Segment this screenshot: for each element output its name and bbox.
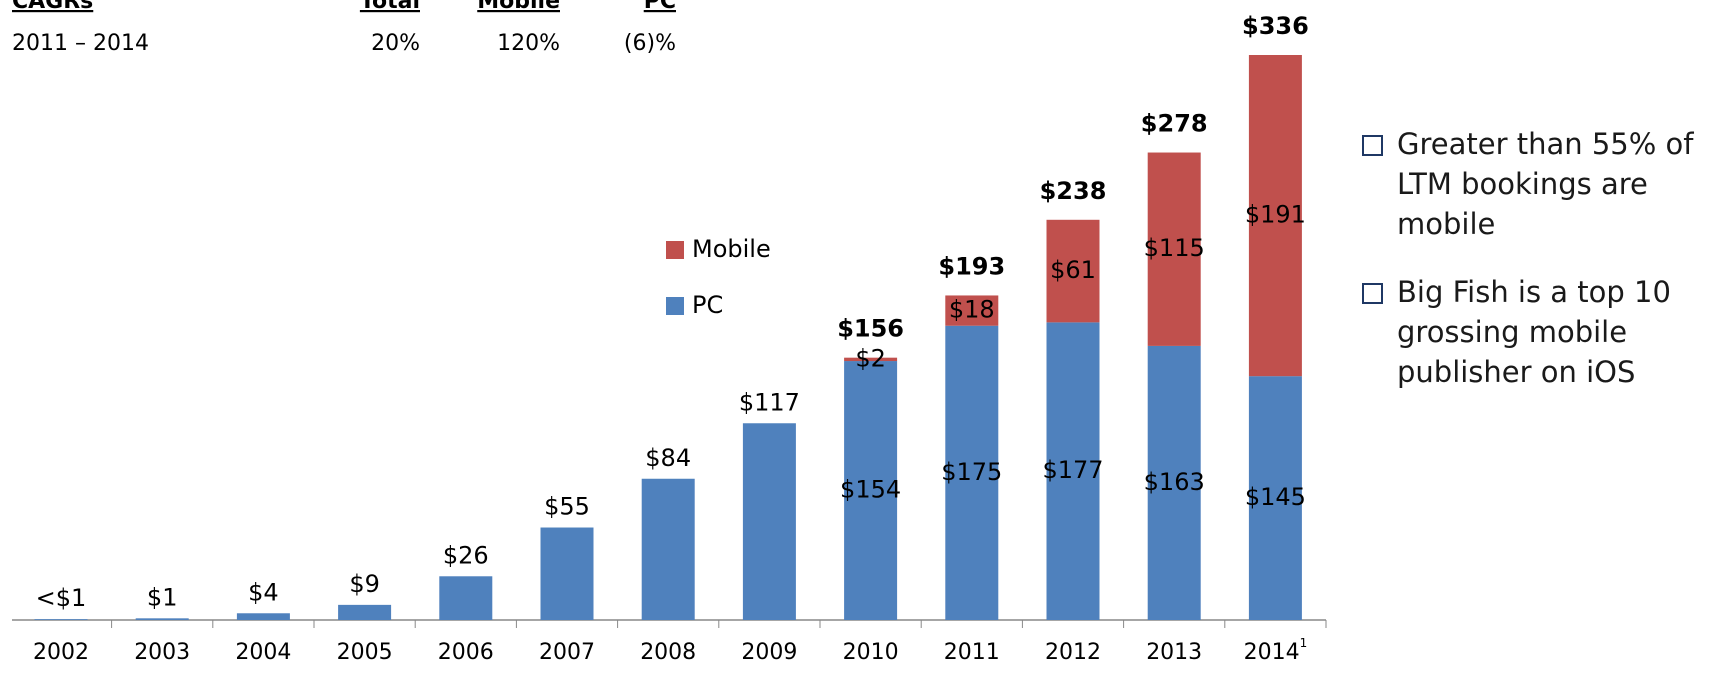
data-label: $2 (855, 344, 886, 372)
x-tick-label: 2013 (1146, 640, 1202, 665)
table-header: PC (644, 0, 676, 14)
data-label: $175 (941, 458, 1002, 486)
table-cell: 120% (497, 31, 560, 56)
total-label: $156 (837, 315, 904, 343)
data-label: $163 (1144, 468, 1205, 496)
bar-segment (439, 576, 493, 620)
x-tick-label: 2004 (235, 640, 291, 665)
bar-segment (540, 527, 594, 620)
bar-segment (34, 619, 88, 620)
legend-swatch (666, 241, 684, 259)
bar-segment (844, 361, 898, 620)
table-cell: 20% (371, 31, 420, 56)
bullet-text: publisher on iOS (1397, 355, 1635, 389)
bar-segment (1248, 55, 1302, 377)
total-label: $336 (1242, 12, 1309, 40)
bullet-box (1362, 135, 1383, 156)
bullet-text: Greater than 55% of (1397, 127, 1694, 161)
x-tick-label: 2007 (539, 640, 595, 665)
data-label: $1 (147, 583, 178, 611)
bullet-text: LTM bookings are (1397, 167, 1648, 201)
x-tick-label: 2002 (33, 640, 89, 665)
data-label: $154 (840, 476, 901, 504)
data-label: $115 (1144, 234, 1205, 262)
bar-segment (844, 357, 898, 362)
legend-label: Mobile (692, 235, 771, 263)
x-tick-label: 2012 (1045, 640, 1101, 665)
bar-segment (742, 423, 796, 620)
total-label: $278 (1141, 110, 1208, 138)
x-tick-label: 2010 (843, 640, 899, 665)
bar-segment (641, 478, 695, 620)
bar-segment (1147, 152, 1201, 346)
bullet-text: grossing mobile (1397, 315, 1627, 349)
legend-swatch (666, 297, 684, 315)
data-label: $18 (949, 296, 995, 324)
legend-label: PC (692, 291, 723, 319)
bar-segment (338, 604, 392, 620)
bullet-box (1362, 283, 1383, 304)
total-label: $193 (938, 252, 1005, 280)
data-label: $9 (349, 570, 380, 598)
data-label: $145 (1245, 483, 1306, 511)
x-tick-label: 2005 (337, 640, 393, 665)
table-cell: (6)% (624, 31, 676, 56)
x-tick-label: 20141 (1244, 636, 1308, 666)
x-tick-label: 2003 (134, 640, 190, 665)
x-tick-label: 2011 (944, 640, 1000, 665)
table-header: CAGRs (12, 0, 93, 14)
data-label: $4 (248, 578, 279, 606)
bar-segment (1046, 322, 1100, 620)
total-label: $238 (1040, 177, 1107, 205)
x-tick-label: 2008 (640, 640, 696, 665)
data-label: $191 (1245, 201, 1306, 229)
table-cell: 2011 – 2014 (12, 31, 149, 56)
data-label: $55 (544, 493, 590, 521)
bar-segment (945, 295, 999, 326)
x-tick-label: 2009 (741, 640, 797, 665)
bar-segment (135, 618, 189, 620)
bar-segment (1248, 376, 1302, 620)
bar-segment (1147, 345, 1201, 620)
table-header: Mobile (477, 0, 560, 14)
bullet-text: Big Fish is a top 10 (1397, 275, 1671, 309)
footnote-marker: 1 (1300, 636, 1308, 650)
data-label: $117 (739, 388, 800, 416)
data-label: $61 (1050, 256, 1096, 284)
data-label: <$1 (36, 584, 87, 612)
x-tick-label: 2006 (438, 640, 494, 665)
bar-segment (236, 613, 290, 620)
bar-segment (945, 325, 999, 620)
bar-segment (1046, 219, 1100, 323)
table-header: Total (360, 0, 420, 14)
data-label: $26 (443, 541, 489, 569)
data-label: $177 (1042, 456, 1103, 484)
bullet-text: mobile (1397, 207, 1495, 241)
data-label: $84 (645, 444, 691, 472)
